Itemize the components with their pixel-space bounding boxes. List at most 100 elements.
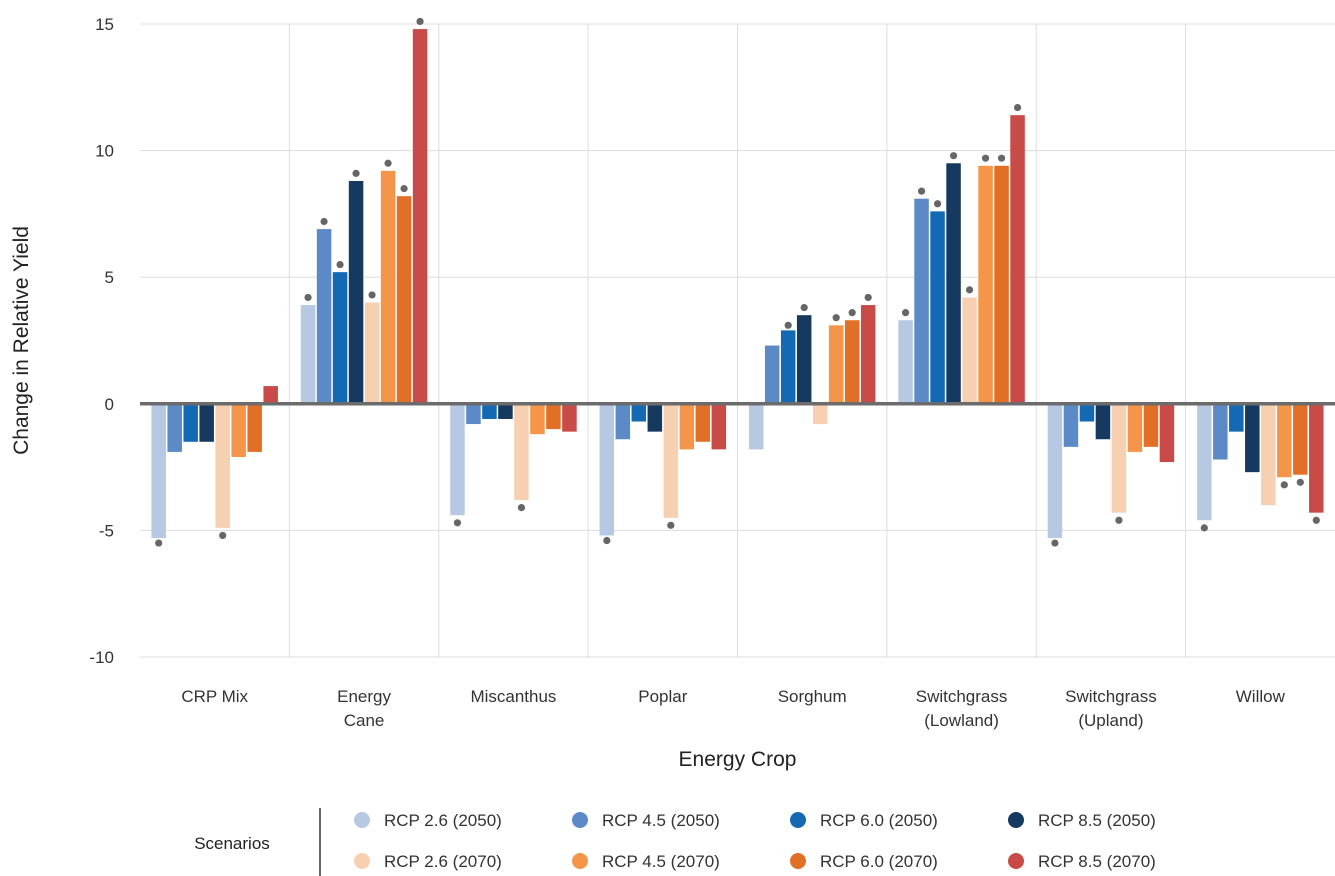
legend-label: RCP 2.6 (2070)	[384, 852, 502, 871]
bar	[764, 345, 780, 404]
y-tick-label: -10	[89, 648, 114, 667]
x-tick-label-line: Sorghum	[778, 687, 847, 706]
y-axis-title: Change in Relative Yield	[10, 226, 33, 455]
bar	[412, 29, 428, 404]
marker-dot	[848, 309, 856, 317]
bar	[183, 403, 198, 442]
marker-dot	[864, 293, 872, 302]
bar	[914, 198, 929, 404]
x-tick-label: CRP Mix	[181, 687, 248, 706]
bar	[994, 165, 1009, 404]
x-tick-label: Willow	[1236, 687, 1286, 706]
bar	[1079, 403, 1095, 422]
bar	[796, 315, 812, 404]
bars	[151, 29, 1324, 538]
bar	[1047, 403, 1063, 538]
x-axis-title: Energy Crop	[679, 748, 797, 771]
bar	[1197, 403, 1212, 521]
bar	[482, 403, 497, 419]
legend-swatch	[1008, 812, 1024, 828]
y-tick-label: 10	[95, 142, 114, 161]
bar	[546, 403, 561, 430]
legend-label: RCP 4.5 (2050)	[602, 811, 720, 830]
bar	[396, 196, 412, 404]
bar	[1063, 403, 1079, 447]
bar	[780, 330, 796, 404]
bar	[647, 403, 663, 432]
marker-dot	[1051, 539, 1059, 547]
marker-dot	[949, 152, 958, 160]
bar	[663, 403, 679, 518]
x-tick-label-line: Poplar	[638, 687, 687, 706]
bar	[1111, 403, 1127, 513]
bar	[316, 229, 332, 404]
marker-dot	[400, 184, 408, 193]
y-tick-label: 5	[105, 268, 114, 287]
bar	[615, 403, 631, 440]
bar	[812, 403, 828, 425]
x-tick-label-line: (Lowland)	[924, 711, 999, 730]
x-tick-label-line: (Upland)	[1078, 711, 1143, 730]
marker-dot	[997, 154, 1006, 162]
bar	[466, 403, 481, 425]
bar	[1213, 403, 1228, 460]
bar	[1095, 403, 1111, 440]
marker-dot	[384, 159, 392, 167]
marker-dot	[603, 536, 611, 545]
marker-dot	[1312, 516, 1320, 524]
x-tick-label: Poplar	[638, 687, 687, 706]
bar	[962, 297, 977, 404]
marker-dot	[352, 169, 360, 177]
legend-label: RCP 8.5 (2070)	[1038, 852, 1156, 871]
x-tick-label: Switchgrass (Upland)	[1065, 687, 1157, 730]
x-tick-label: Miscanthus	[470, 687, 556, 706]
marker-dot	[917, 187, 926, 195]
bar	[151, 403, 166, 538]
bar	[498, 403, 513, 419]
bar	[898, 320, 913, 404]
legend-swatch	[572, 812, 588, 828]
marker-dot	[1115, 516, 1123, 524]
y-axis-ticks: 15 10 5 0 -5 -10	[89, 15, 114, 667]
marker-dot	[784, 321, 792, 329]
bar	[300, 305, 316, 404]
bar	[695, 403, 711, 442]
marker-dot	[832, 314, 840, 322]
y-tick-label: 0	[105, 395, 114, 414]
bar	[562, 403, 577, 432]
x-axis-ticks: CRP Mix Energy Cane Miscanthus Poplar Sorghum…	[181, 687, 1285, 730]
bar	[1143, 403, 1159, 447]
legend-label: RCP 8.5 (2050)	[1038, 811, 1156, 830]
legend-items: RCP 2.6 (2050) RCP 4.5 (2050) RCP 6.0 (205…	[354, 811, 1156, 871]
bar	[332, 272, 348, 404]
bar	[631, 403, 647, 422]
bar	[679, 403, 695, 450]
bar	[1277, 403, 1292, 478]
x-tick-label-line: Switchgrass	[1065, 687, 1157, 706]
bar	[844, 320, 860, 404]
legend-label: RCP 6.0 (2050)	[820, 811, 938, 830]
marker-dot	[517, 504, 526, 512]
bar	[1127, 403, 1143, 452]
bar	[167, 403, 182, 452]
bar	[348, 180, 364, 404]
legend-title: Scenarios	[194, 834, 270, 853]
bar	[748, 403, 764, 450]
marker-dot	[1200, 524, 1208, 532]
legend-swatch	[790, 853, 806, 869]
marker-dot	[667, 521, 675, 529]
bar	[263, 386, 278, 404]
x-tick-label-line: Cane	[344, 711, 385, 730]
bar	[828, 325, 844, 404]
bar	[1245, 403, 1260, 473]
x-tick-label-line: CRP Mix	[181, 687, 248, 706]
bar	[380, 170, 396, 404]
bar	[1159, 403, 1175, 463]
bar	[247, 403, 262, 452]
legend: Scenarios RCP 2.6 (2050) RCP 4.5 (2050) RC…	[194, 808, 1156, 876]
x-tick-label-line: Miscanthus	[470, 687, 556, 706]
legend-swatch	[354, 812, 370, 828]
marker-dot	[368, 291, 376, 299]
bar	[978, 165, 993, 404]
x-tick-label: Switchgrass (Lowland)	[916, 687, 1008, 730]
